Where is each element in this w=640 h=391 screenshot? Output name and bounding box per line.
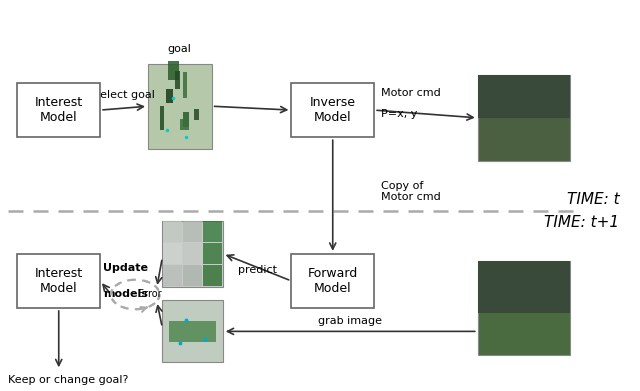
Text: Forward
Model: Forward Model <box>308 267 358 295</box>
Text: TIME: t: TIME: t <box>567 192 620 207</box>
FancyBboxPatch shape <box>183 72 187 98</box>
Text: Interest
Model: Interest Model <box>35 267 83 295</box>
Text: Error: Error <box>138 289 162 300</box>
FancyBboxPatch shape <box>180 119 189 130</box>
Text: models: models <box>103 289 148 299</box>
Text: grab image: grab image <box>318 316 382 326</box>
FancyBboxPatch shape <box>163 221 182 242</box>
Text: predict: predict <box>237 265 276 275</box>
FancyBboxPatch shape <box>204 265 222 286</box>
FancyBboxPatch shape <box>204 243 222 264</box>
FancyBboxPatch shape <box>183 243 202 264</box>
Text: Interest
Model: Interest Model <box>35 96 83 124</box>
FancyBboxPatch shape <box>477 262 570 313</box>
FancyBboxPatch shape <box>163 265 182 286</box>
FancyBboxPatch shape <box>166 89 173 103</box>
FancyBboxPatch shape <box>204 221 222 242</box>
Text: Select goal: Select goal <box>93 90 155 100</box>
FancyBboxPatch shape <box>163 243 182 264</box>
FancyBboxPatch shape <box>291 83 374 137</box>
Text: Motor cmd: Motor cmd <box>381 88 440 99</box>
Text: P=x, y: P=x, y <box>381 109 417 119</box>
FancyBboxPatch shape <box>168 61 179 80</box>
Text: Update: Update <box>103 263 148 273</box>
FancyBboxPatch shape <box>477 262 570 355</box>
FancyBboxPatch shape <box>175 72 180 89</box>
FancyBboxPatch shape <box>183 221 202 242</box>
Text: TIME: t+1: TIME: t+1 <box>545 215 620 230</box>
FancyBboxPatch shape <box>291 254 374 308</box>
FancyBboxPatch shape <box>169 321 216 342</box>
FancyBboxPatch shape <box>17 254 100 308</box>
FancyBboxPatch shape <box>148 63 212 149</box>
Text: Inverse
Model: Inverse Model <box>310 96 356 124</box>
FancyBboxPatch shape <box>182 112 189 127</box>
FancyBboxPatch shape <box>163 300 223 362</box>
Text: Keep or change goal?: Keep or change goal? <box>8 375 128 385</box>
Text: Copy of
Motor cmd: Copy of Motor cmd <box>381 181 440 203</box>
FancyBboxPatch shape <box>477 75 570 118</box>
FancyBboxPatch shape <box>195 109 199 120</box>
FancyBboxPatch shape <box>477 75 570 161</box>
FancyBboxPatch shape <box>17 83 100 137</box>
FancyBboxPatch shape <box>183 265 202 286</box>
Text: goal: goal <box>168 44 192 54</box>
FancyBboxPatch shape <box>163 221 223 287</box>
FancyBboxPatch shape <box>161 106 164 131</box>
